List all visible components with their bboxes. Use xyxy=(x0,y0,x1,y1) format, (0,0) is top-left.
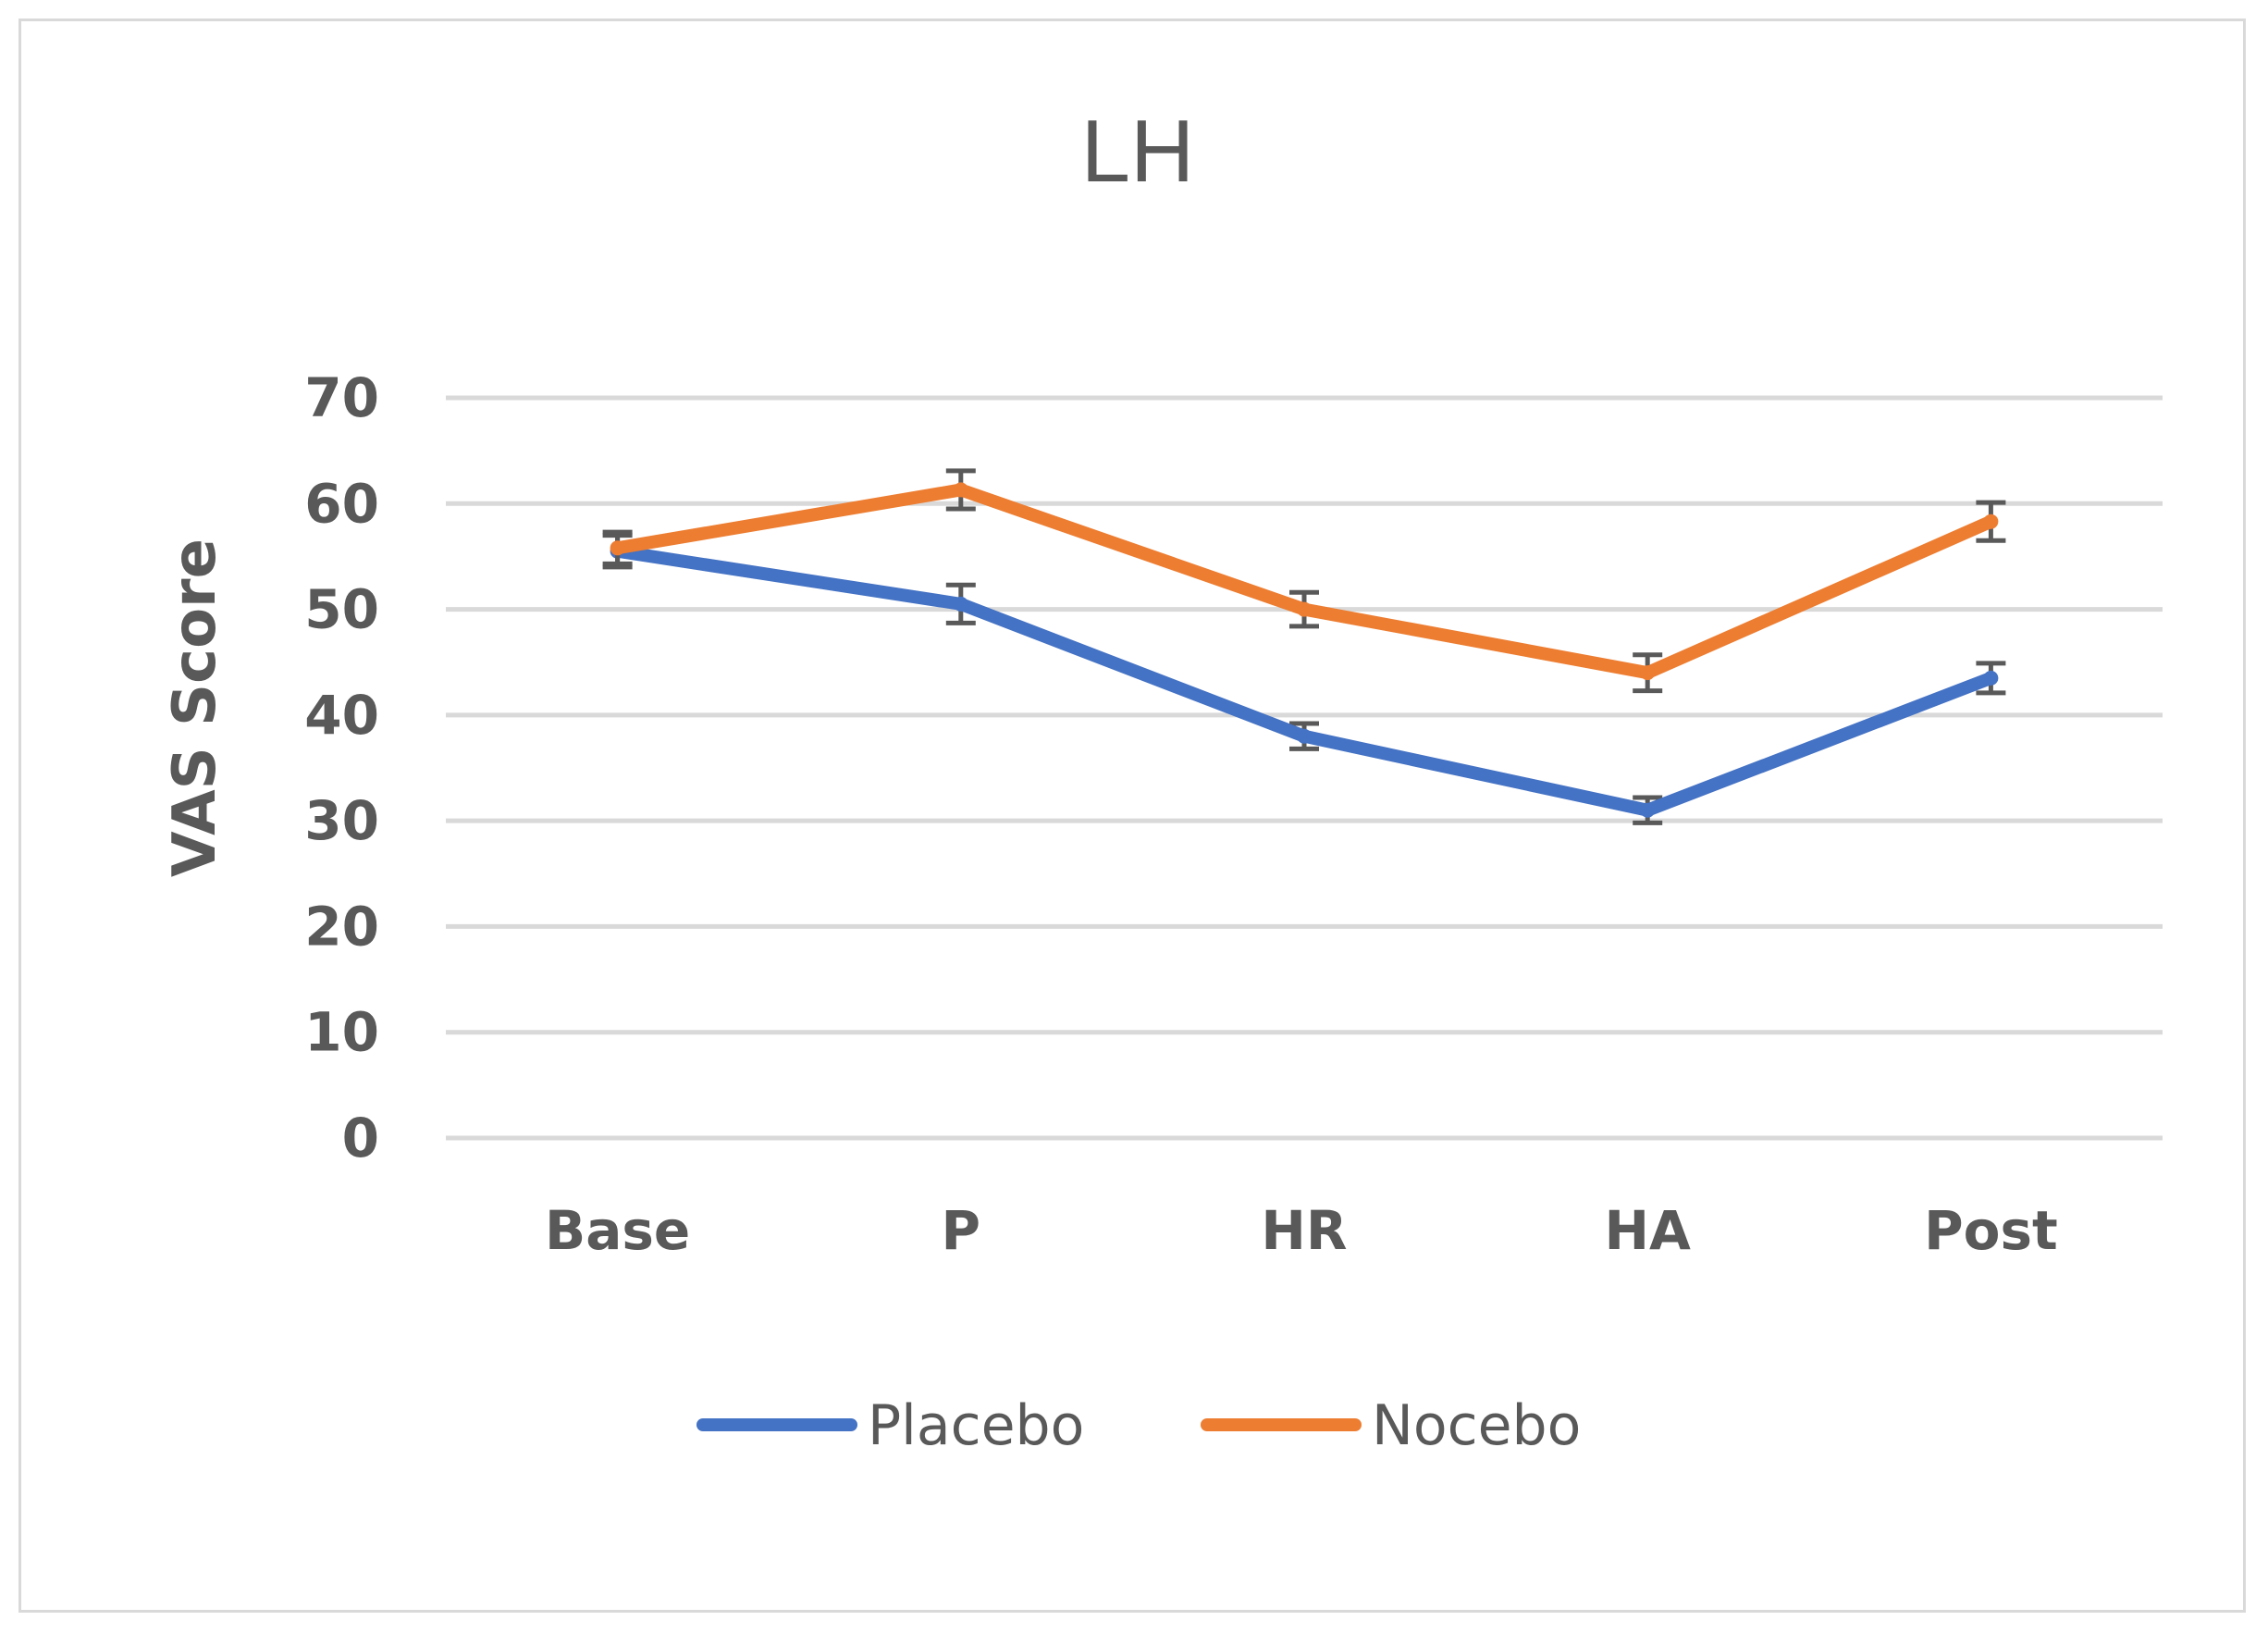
x-tick-label: HA xyxy=(1604,1199,1691,1262)
x-tick-label: Post xyxy=(1924,1199,2058,1262)
x-tick-label: HR xyxy=(1261,1199,1347,1262)
y-tick-label: 60 xyxy=(304,472,379,535)
data-point xyxy=(953,482,968,498)
legend-label: Nocebo xyxy=(1372,1393,1581,1458)
y-tick-label: 20 xyxy=(304,895,379,958)
y-tick-labels: 0 10 20 30 40 50 60 70 xyxy=(304,366,379,1169)
y-tick-label: 30 xyxy=(304,789,379,852)
x-tick-label: P xyxy=(942,1199,981,1262)
series-placebo xyxy=(602,533,2006,825)
series-line xyxy=(610,544,1998,817)
gridlines xyxy=(446,395,2163,1141)
x-tick-label: Base xyxy=(545,1199,690,1262)
data-point xyxy=(1297,601,1312,617)
series-layer xyxy=(602,468,2006,825)
data-point xyxy=(1297,728,1312,744)
legend-item-placebo: Placebo xyxy=(696,1393,1084,1458)
y-tick-label: 10 xyxy=(304,1001,379,1064)
x-tick-labels: Base P HR HA Post xyxy=(545,1199,2058,1262)
y-tick-label: 70 xyxy=(304,366,379,429)
data-point xyxy=(1640,665,1656,681)
y-tick-label: 40 xyxy=(304,684,379,747)
chart-frame xyxy=(18,19,2246,1613)
data-point xyxy=(953,596,968,612)
legend-label: Placebo xyxy=(868,1393,1084,1458)
y-tick-label: 50 xyxy=(304,578,379,641)
data-point xyxy=(1983,513,1999,529)
series-nocebo xyxy=(602,468,2006,694)
chart-title: LH xyxy=(1081,102,1195,201)
legend-item-nocebo: Nocebo xyxy=(1201,1393,1581,1458)
data-point xyxy=(610,540,625,556)
data-point xyxy=(1983,670,1999,686)
legend: Placebo Nocebo xyxy=(696,1393,1581,1458)
y-axis-label: VAS Score xyxy=(161,538,229,877)
y-tick-label: 0 xyxy=(342,1107,379,1169)
data-point xyxy=(1640,802,1656,818)
